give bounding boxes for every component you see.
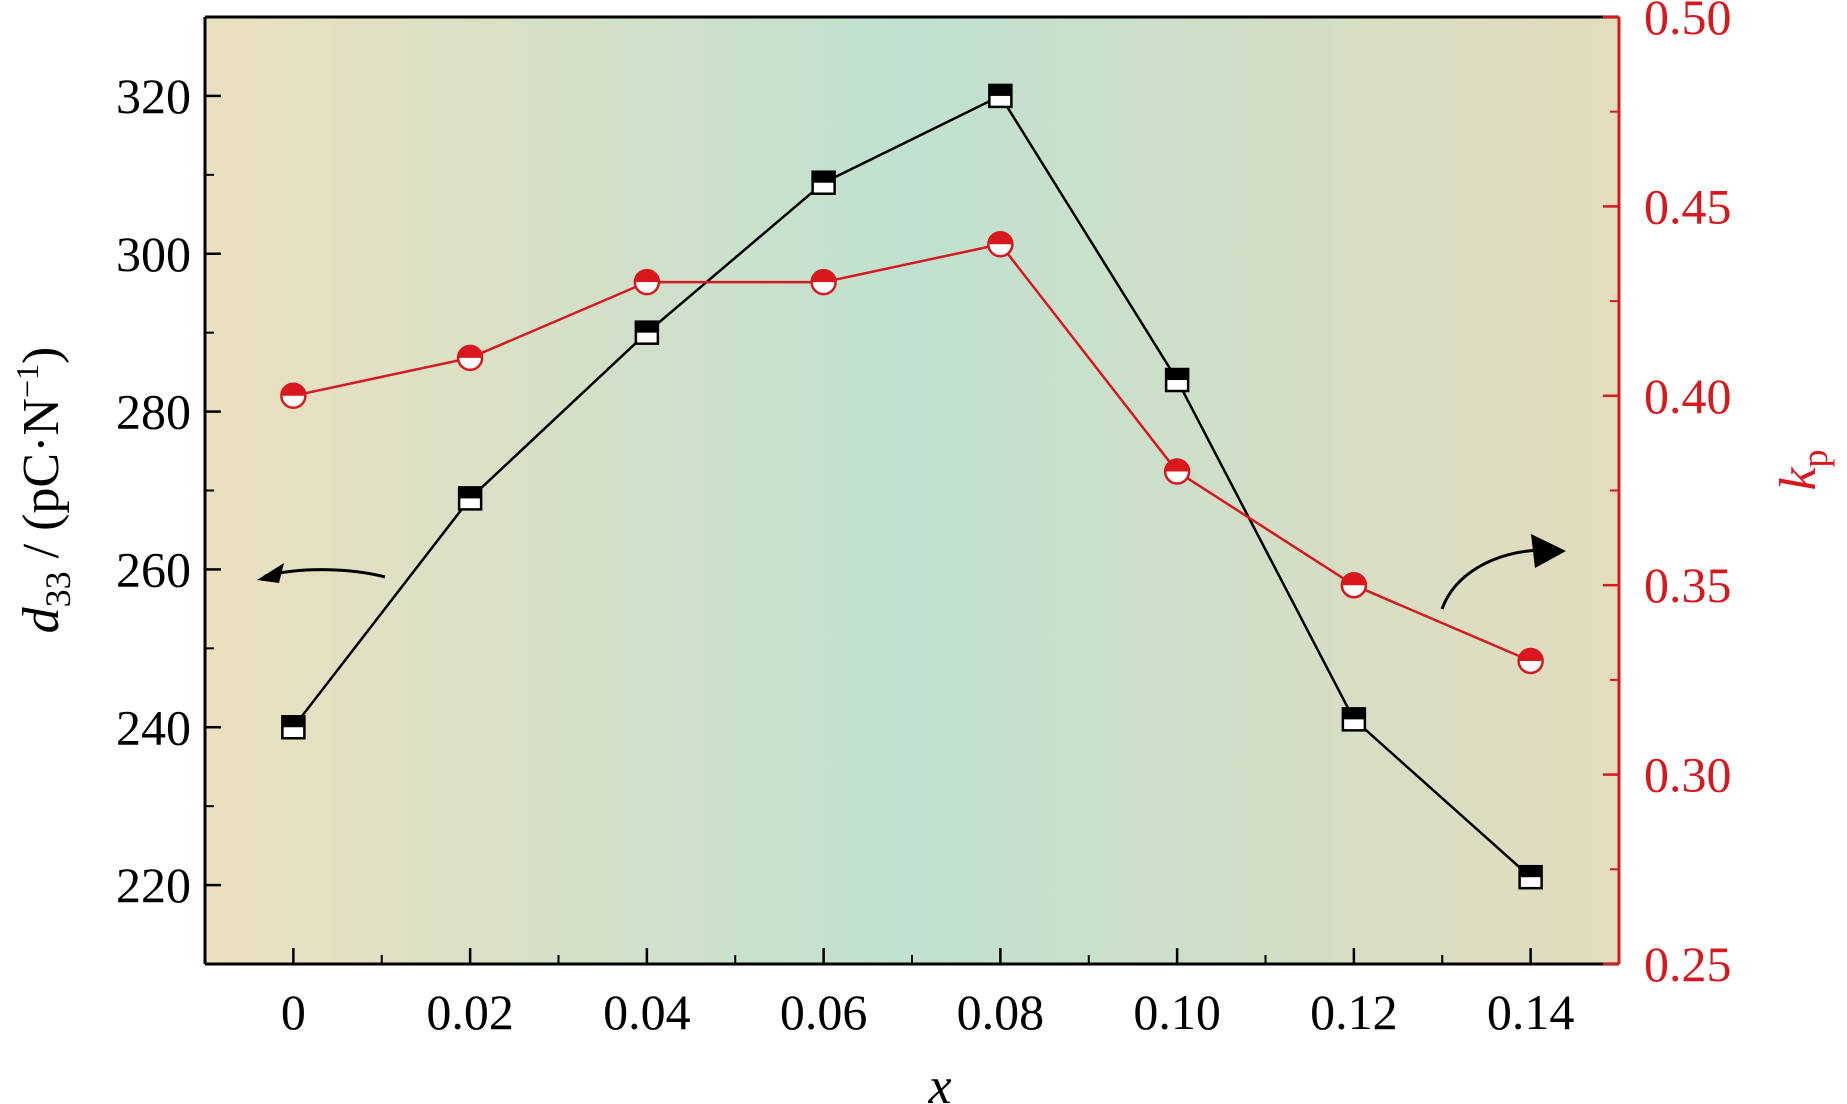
right-arrow-head (1531, 534, 1566, 568)
left-tick-label: 300 (116, 226, 191, 282)
kp-point-marker (987, 231, 1014, 258)
annotation-layer (257, 534, 1566, 610)
d33-point-marker (281, 715, 306, 740)
x-tick-label: 0 (281, 984, 306, 1040)
d33-point-marker (457, 486, 483, 511)
d33-point-marker (811, 170, 836, 195)
d33-series-line (292, 94, 1532, 879)
kp-point-marker (1163, 458, 1191, 485)
right-tick-label: 0.35 (1644, 557, 1732, 613)
marker-fill (1519, 866, 1542, 878)
axes-layer: 0 0.02 0.04 0.06 0.08 0.10 0.12 0.14 220 240 260 28… (116, 0, 1732, 1040)
kp-point-marker (1517, 647, 1544, 675)
x-tick-label: 0.06 (780, 984, 868, 1040)
kp-point-marker (280, 382, 307, 410)
marker-fill (1341, 573, 1366, 586)
x-tick-label: 0.04 (603, 984, 691, 1040)
marker-fill (282, 716, 305, 728)
marker-fill (1342, 708, 1365, 720)
marker-fill (1518, 648, 1543, 661)
d33-point-marker (988, 83, 1013, 109)
plot-background (205, 17, 1619, 964)
left-tick-label: 260 (116, 541, 191, 597)
kp-point-marker (1340, 571, 1368, 599)
right-arrow-annotation (1440, 548, 1541, 610)
x-tick-label: 0.10 (1133, 984, 1221, 1040)
right-axis-title: kp (1770, 449, 1835, 490)
x-tick-label: 0.12 (1310, 984, 1398, 1040)
d33-point-marker (1164, 367, 1190, 393)
marker-fill (635, 321, 658, 333)
d33-point-marker (1518, 864, 1543, 890)
marker-fill (989, 84, 1012, 96)
kp-series-line (293, 242, 1532, 663)
left-tick-label: 240 (116, 699, 191, 755)
marker-fill (459, 487, 482, 499)
right-tick-label: 0.40 (1644, 368, 1732, 424)
marker-fill (1166, 369, 1189, 381)
kp-point-marker (633, 268, 661, 296)
series-layer (280, 83, 1544, 890)
d33-point-marker (634, 320, 660, 345)
left-tick-label: 320 (116, 68, 191, 124)
marker-fill (988, 232, 1013, 245)
x-tick-label: 0.02 (426, 984, 514, 1040)
right-tick-label: 0.50 (1644, 0, 1732, 45)
marker-fill (812, 171, 835, 183)
kp-point-marker (456, 344, 484, 372)
left-tick-label: 220 (116, 857, 191, 913)
kp-point-marker (810, 268, 837, 296)
d33-point-marker (1341, 707, 1367, 732)
x-tick-label: 0.08 (957, 984, 1045, 1040)
right-tick-label: 0.30 (1644, 747, 1732, 803)
left-axis-title: d33 / (pC·N−1) (9, 347, 78, 634)
marker-fill (458, 345, 483, 358)
right-tick-label: 0.45 (1644, 178, 1732, 234)
x-axis-title: x (927, 1058, 951, 1104)
left-arrow-head (257, 563, 284, 583)
marker-fill (1165, 459, 1190, 472)
marker-fill (281, 383, 306, 396)
labels-layer: x d33 / (pC·N−1) kp (9, 347, 1835, 1104)
x-tick-label: 0.14 (1487, 984, 1575, 1040)
left-tick-label: 280 (116, 384, 191, 440)
marker-fill (634, 270, 659, 283)
right-tick-label: 0.25 (1644, 936, 1732, 992)
marker-fill (811, 270, 836, 283)
